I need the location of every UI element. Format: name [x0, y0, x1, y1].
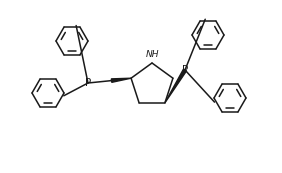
Text: NH: NH — [146, 50, 160, 59]
Polygon shape — [165, 69, 186, 103]
Text: P: P — [85, 78, 91, 88]
Polygon shape — [111, 78, 131, 82]
Text: P: P — [182, 65, 188, 75]
